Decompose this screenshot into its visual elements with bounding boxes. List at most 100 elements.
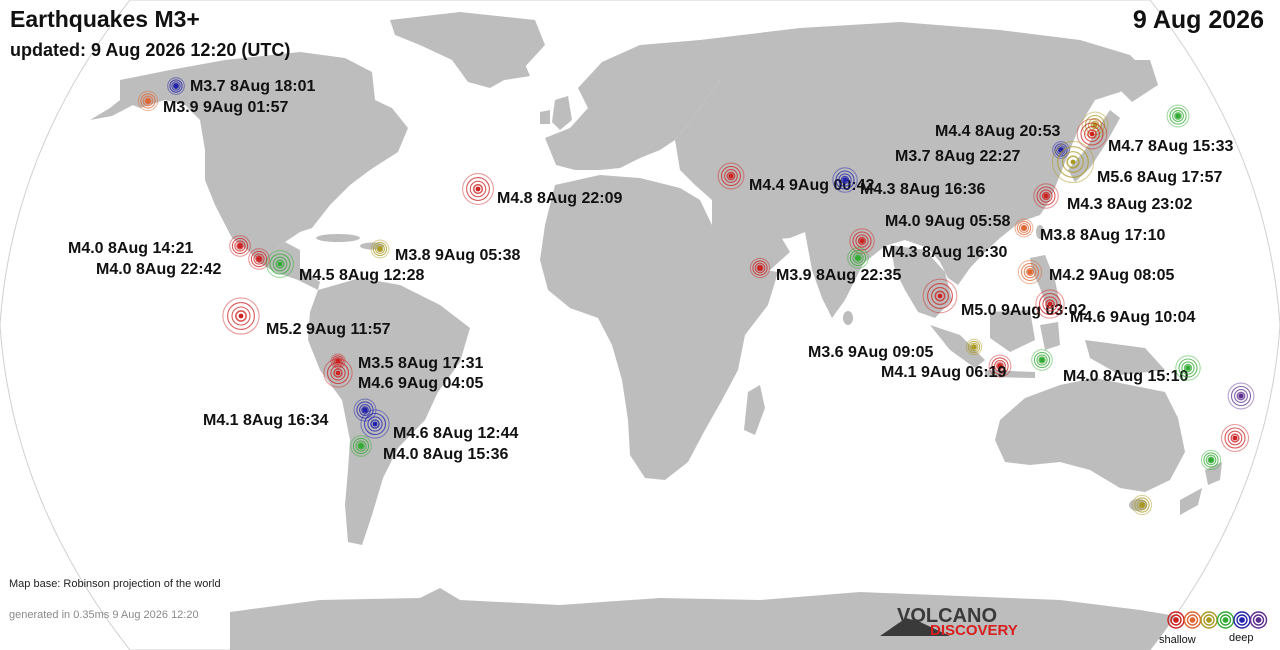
quake-ring bbox=[1036, 354, 1048, 366]
island-new-guinea bbox=[1085, 340, 1165, 375]
quake-epicenter bbox=[1208, 457, 1214, 463]
quake-ring bbox=[352, 437, 370, 455]
quake-ring bbox=[1038, 356, 1046, 364]
legend-ring bbox=[1252, 614, 1265, 626]
landmass-iceland bbox=[500, 64, 530, 80]
quake-marker[interactable] bbox=[1052, 141, 1070, 159]
quake-ring bbox=[231, 237, 249, 255]
quake-marker[interactable] bbox=[1166, 104, 1190, 128]
quake-marker[interactable] bbox=[350, 435, 372, 457]
quake-ring bbox=[326, 361, 350, 385]
quake-marker[interactable] bbox=[1175, 355, 1201, 381]
quake-ring bbox=[1033, 351, 1051, 369]
quake-marker[interactable] bbox=[248, 248, 270, 270]
quake-ring bbox=[1052, 141, 1070, 159]
quake-marker[interactable] bbox=[1131, 494, 1153, 516]
quake-ring bbox=[852, 252, 864, 264]
quake-marker[interactable] bbox=[965, 338, 983, 356]
quake-ring bbox=[137, 90, 159, 112]
quake-marker[interactable] bbox=[360, 409, 390, 439]
quake-marker[interactable] bbox=[137, 90, 159, 112]
quake-ring bbox=[1234, 389, 1248, 403]
quake-label: M3.8 8Aug 17:10 bbox=[1040, 227, 1165, 244]
map-base-note: Map base: Robinson projection of the wor… bbox=[9, 578, 221, 590]
quake-epicenter bbox=[997, 363, 1003, 369]
current-date: 9 Aug 2026 bbox=[1132, 6, 1264, 34]
legend-ring bbox=[1173, 617, 1179, 623]
legend-ring bbox=[1255, 617, 1262, 623]
quake-ring bbox=[720, 165, 742, 187]
quake-marker[interactable] bbox=[1220, 423, 1250, 453]
quake-marker[interactable] bbox=[1200, 449, 1222, 471]
quake-epicenter bbox=[238, 313, 244, 319]
quake-ring bbox=[1057, 146, 1089, 178]
quake-marker[interactable] bbox=[229, 235, 251, 257]
quake-marker[interactable] bbox=[922, 278, 958, 314]
quake-ring bbox=[1227, 430, 1243, 446]
quake-ring bbox=[144, 97, 152, 105]
landmass-north-america bbox=[120, 52, 408, 262]
quake-marker[interactable] bbox=[1033, 183, 1059, 209]
quake-label: M4.3 8Aug 16:30 bbox=[882, 244, 1007, 261]
quake-ring bbox=[1035, 289, 1065, 319]
quake-marker[interactable] bbox=[1076, 118, 1108, 150]
quake-ring bbox=[360, 409, 390, 439]
quake-marker[interactable] bbox=[1017, 259, 1043, 285]
depth-legend: shallow deep bbox=[1159, 611, 1268, 646]
quake-ring bbox=[1026, 267, 1035, 276]
quake-epicenter bbox=[1232, 435, 1238, 441]
quake-marker[interactable] bbox=[1014, 218, 1034, 238]
page-title: Earthquakes M3+ bbox=[10, 6, 200, 32]
quake-marker[interactable] bbox=[462, 173, 494, 205]
quake-label: M4.0 8Aug 15:36 bbox=[383, 446, 508, 463]
quake-ring bbox=[1181, 361, 1195, 375]
quake-ring bbox=[965, 338, 983, 356]
quake-ring bbox=[1062, 151, 1084, 173]
legend-ring bbox=[1186, 614, 1199, 626]
legend-ring bbox=[1219, 614, 1232, 626]
legend-ring bbox=[1249, 611, 1268, 629]
quake-epicenter bbox=[173, 83, 179, 89]
quake-label: M3.9 9Aug 01:57 bbox=[163, 99, 288, 116]
quake-marker[interactable] bbox=[1051, 140, 1095, 184]
quake-marker[interactable] bbox=[222, 297, 260, 335]
quake-marker[interactable] bbox=[1227, 382, 1255, 410]
quake-marker[interactable] bbox=[167, 77, 185, 95]
quake-epicenter bbox=[256, 256, 262, 262]
quake-marker[interactable] bbox=[832, 167, 858, 193]
landmass-new-zealand bbox=[1205, 462, 1222, 485]
quake-epicenter bbox=[145, 98, 151, 104]
landmass-central-america bbox=[258, 242, 320, 290]
quake-ring bbox=[1169, 107, 1187, 125]
quake-ring bbox=[724, 169, 738, 183]
quake-epicenter bbox=[1039, 357, 1045, 363]
quake-ring bbox=[167, 77, 185, 95]
quake-epicenter bbox=[237, 243, 243, 249]
quake-ring bbox=[169, 79, 183, 93]
quake-label: M4.3 8Aug 23:02 bbox=[1067, 196, 1192, 213]
quake-marker[interactable] bbox=[849, 228, 875, 254]
quake-marker[interactable] bbox=[749, 257, 771, 279]
quake-ring bbox=[994, 360, 1006, 372]
landmass-alaska-peninsula bbox=[90, 100, 135, 120]
quake-ring bbox=[1131, 494, 1153, 516]
quake-ring bbox=[1134, 497, 1150, 513]
quake-marker[interactable] bbox=[717, 162, 745, 190]
quake-marker[interactable] bbox=[988, 354, 1012, 378]
quake-marker[interactable] bbox=[847, 247, 869, 269]
quake-ring bbox=[749, 257, 771, 279]
quake-marker[interactable] bbox=[323, 358, 353, 388]
quake-ring bbox=[323, 358, 353, 388]
quake-ring bbox=[1020, 224, 1028, 232]
quake-marker[interactable] bbox=[370, 239, 390, 259]
quake-ring bbox=[1017, 259, 1043, 285]
quake-marker[interactable] bbox=[1035, 289, 1065, 319]
quake-marker[interactable] bbox=[265, 249, 295, 279]
quake-marker[interactable] bbox=[353, 398, 377, 422]
quake-ring bbox=[376, 245, 384, 253]
quake-marker[interactable] bbox=[1031, 349, 1053, 371]
quake-ring bbox=[1016, 220, 1032, 236]
quake-label: M4.0 8Aug 22:42 bbox=[96, 261, 221, 278]
quake-label: M4.8 8Aug 22:09 bbox=[497, 190, 622, 207]
